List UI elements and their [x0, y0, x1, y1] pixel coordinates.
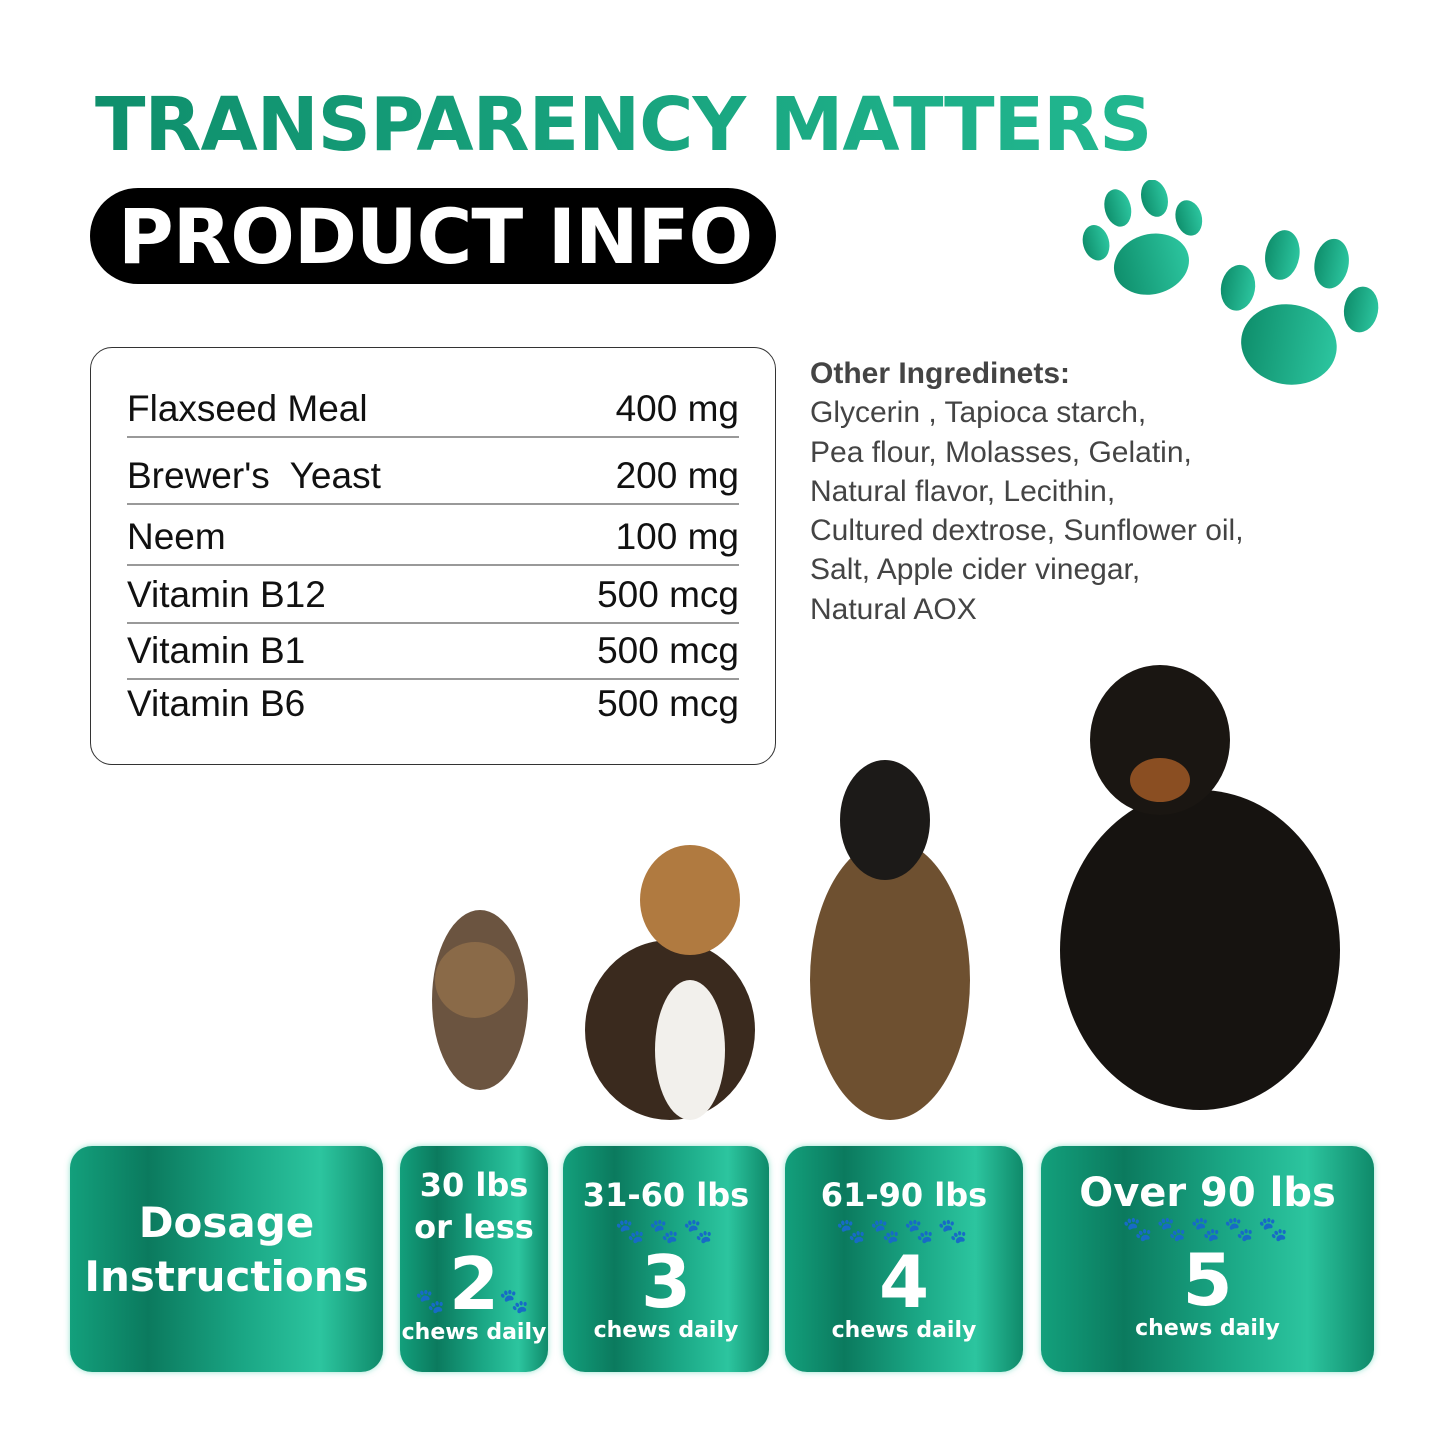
paw-prints-icon: [1082, 180, 1379, 385]
ingredient-table: Flaxseed Meal 400 mg Brewer's Yeast 200 mg…: [90, 347, 776, 765]
table-row: Vitamin B6 500 mcg: [127, 683, 739, 731]
rottweiler-image: [1060, 665, 1340, 1110]
tier-count: 2: [448, 1242, 500, 1326]
paw-print-icon: 🐾🐾🐾🐾: [836, 1217, 972, 1245]
tier-weight: 30 lbs: [419, 1166, 529, 1204]
ingredient-name: Brewer's Yeast: [127, 455, 381, 496]
tier-unit: chews daily: [1135, 1316, 1280, 1341]
table-row: Vitamin B12 500 mcg: [127, 574, 739, 624]
ingredient-amount: 500 mcg: [597, 683, 739, 724]
other-line: Pea flour, Molasses, Gelatin,: [810, 435, 1192, 469]
table-row: Vitamin B1 500 mcg: [127, 630, 739, 680]
other-line: Salt, Apple cider vinegar,: [810, 553, 1141, 587]
tier-weight: Over 90 lbs: [1079, 1170, 1336, 1216]
ingredient-name: Vitamin B12: [127, 574, 326, 615]
tier-unit: chews daily: [401, 1320, 547, 1345]
other-line: Natural AOX: [810, 592, 977, 626]
beagle-image: [585, 845, 755, 1120]
ingredient-amount: 500 mcg: [597, 630, 739, 671]
ingredient-amount: 100 mg: [615, 516, 739, 557]
dosage-label-line: Dosage: [138, 1198, 315, 1247]
table-row: Brewer's Yeast 200 mg: [127, 455, 739, 505]
dogs-photo: [432, 665, 1340, 1120]
table-row: Neem 100 mg: [127, 516, 739, 566]
dosage-label-line: Instructions: [84, 1252, 369, 1301]
tier-unit: chews daily: [831, 1318, 977, 1343]
paw-print-icon: 🐾: [499, 1287, 533, 1315]
other-ingredients: Other Ingredinets: Glycerin , Tapioca st…: [810, 354, 1244, 629]
other-line: Natural flavor, Lecithin,: [810, 474, 1116, 508]
tier-weight: or less: [414, 1208, 534, 1246]
ingredient-amount: 200 mg: [615, 455, 739, 496]
dosage-tier-2: 31-60 lbs 🐾🐾🐾 3 chews daily: [563, 1146, 769, 1372]
tier-count: 5: [1182, 1238, 1233, 1322]
product-info-banner: PRODUCT INFO: [90, 188, 776, 284]
german-shepherd-image: [810, 760, 970, 1120]
dosage-tier-1: 30 lbs or less 🐾2🐾 chews daily: [400, 1146, 548, 1372]
tier-weight: 31-60 lbs: [582, 1176, 750, 1214]
tier-weight: 61-90 lbs: [820, 1176, 988, 1214]
other-ingredients-heading: Other Ingredinets:: [810, 357, 1071, 390]
ingredient-name: Vitamin B6: [127, 683, 306, 724]
other-line: Glycerin , Tapioca starch,: [810, 396, 1147, 430]
dosage-tier-4: Over 90 lbs 🐾🐾🐾🐾🐾 5 chews daily: [1041, 1146, 1374, 1372]
tier-unit: chews daily: [593, 1318, 739, 1343]
table-row: Flaxseed Meal 400 mg: [127, 388, 739, 438]
ingredient-amount: 400 mg: [615, 388, 739, 429]
tier-count: 4: [878, 1240, 930, 1324]
headline: TRANSPARENCY MATTERS: [95, 82, 1152, 168]
banner-text: PRODUCT INFO: [118, 191, 753, 281]
paw-print-icon: 🐾: [415, 1287, 449, 1315]
paw-print-icon: 🐾🐾🐾🐾🐾: [1122, 1215, 1293, 1243]
ingredient-name: Neem: [127, 516, 226, 557]
other-line: Cultured dextrose, Sunflower oil,: [810, 514, 1244, 548]
dosage-instructions-label: Dosage Instructions: [70, 1146, 383, 1372]
paw-print-icon: 🐾🐾🐾: [615, 1217, 717, 1245]
dosage-tier-3: 61-90 lbs 🐾🐾🐾🐾 4 chews daily: [785, 1146, 1023, 1372]
yorkie-image: [432, 910, 528, 1090]
ingredient-name: Flaxseed Meal: [127, 388, 368, 429]
tier-count: 3: [640, 1240, 692, 1324]
ingredient-name: Vitamin B1: [127, 630, 306, 671]
ingredient-amount: 500 mcg: [597, 574, 739, 615]
